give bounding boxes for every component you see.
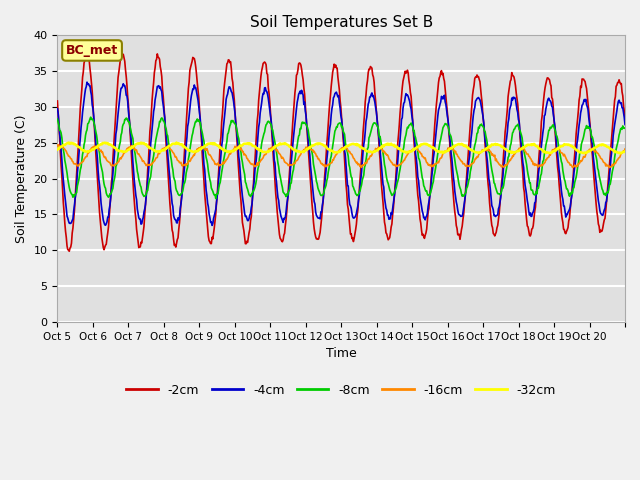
-2cm (276, 231, 284, 237)
-2cm (54, 98, 61, 104)
-32cm (121, 149, 129, 155)
-32cm (433, 147, 440, 153)
Y-axis label: Soil Temperature (C): Soil Temperature (C) (15, 114, 28, 243)
-8cm (401, 134, 409, 140)
-8cm (87, 114, 95, 120)
-32cm (65, 140, 72, 145)
-2cm (254, 111, 262, 117)
-16cm (605, 165, 613, 170)
-2cm (83, 48, 91, 53)
-4cm (433, 121, 441, 127)
Legend: -2cm, -4cm, -8cm, -16cm, -32cm: -2cm, -4cm, -8cm, -16cm, -32cm (122, 379, 561, 402)
-4cm (54, 106, 61, 112)
Line: -4cm: -4cm (58, 82, 625, 226)
Line: -8cm: -8cm (58, 117, 625, 199)
-16cm (54, 142, 62, 147)
-16cm (621, 146, 629, 152)
-8cm (433, 156, 441, 162)
-8cm (121, 117, 129, 122)
-32cm (253, 146, 261, 152)
-4cm (208, 223, 216, 228)
-4cm (621, 121, 629, 127)
-32cm (54, 147, 61, 153)
-2cm (621, 115, 629, 120)
Line: -16cm: -16cm (58, 144, 625, 168)
-8cm (621, 125, 629, 131)
-16cm (401, 157, 408, 163)
-2cm (226, 60, 234, 65)
-16cm (121, 150, 129, 156)
-16cm (433, 161, 440, 167)
-16cm (225, 152, 233, 157)
-4cm (121, 83, 129, 88)
-32cm (617, 151, 625, 156)
-32cm (275, 142, 282, 148)
-4cm (276, 205, 284, 211)
-2cm (122, 67, 129, 72)
-8cm (54, 116, 61, 122)
-8cm (276, 170, 284, 176)
-16cm (253, 160, 261, 166)
-4cm (254, 133, 262, 139)
-2cm (433, 96, 441, 101)
Title: Soil Temperatures Set B: Soil Temperatures Set B (250, 15, 433, 30)
-4cm (401, 95, 409, 100)
-2cm (401, 68, 409, 74)
-2cm (65, 248, 73, 254)
-8cm (212, 196, 220, 202)
Line: -32cm: -32cm (58, 143, 625, 154)
X-axis label: Time: Time (326, 347, 356, 360)
-8cm (226, 123, 234, 129)
-4cm (226, 84, 234, 90)
-32cm (401, 149, 408, 155)
Text: BC_met: BC_met (66, 44, 118, 57)
-16cm (54, 143, 61, 149)
-32cm (225, 149, 233, 155)
Line: -2cm: -2cm (58, 50, 625, 251)
-8cm (254, 166, 262, 171)
-32cm (621, 148, 629, 154)
-4cm (83, 79, 91, 85)
-16cm (275, 150, 282, 156)
